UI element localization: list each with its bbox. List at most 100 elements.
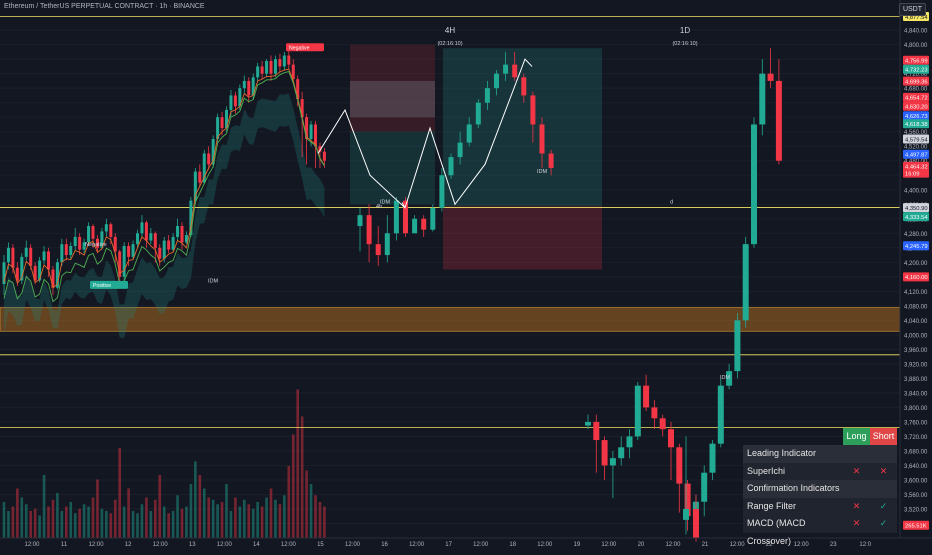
candle-body <box>24 247 28 257</box>
candle-body <box>626 436 633 448</box>
candle-body <box>2 262 6 285</box>
volume-bar <box>2 502 6 538</box>
candle-body <box>238 88 242 107</box>
time-tick-label: 12:00 <box>24 542 40 548</box>
annotation-label: d <box>670 199 673 205</box>
candle-body <box>82 242 86 250</box>
volume-bar <box>131 511 135 538</box>
candle-body <box>136 233 139 245</box>
price-tick-label: 4,040.00 <box>904 319 928 325</box>
ichimoku-cloud <box>4 93 325 339</box>
candle-body <box>20 256 24 281</box>
annotation-label: 4h <box>376 204 382 210</box>
candle-body <box>366 215 372 245</box>
volume-bar <box>220 502 224 538</box>
price-axis-badge-label: 4,626.73 <box>905 114 928 120</box>
candle-body <box>676 447 683 484</box>
candle-body <box>412 218 418 234</box>
price-tick-label: 4,120.00 <box>904 290 928 296</box>
price-axis-badge-label: 4,245.79 <box>905 244 928 250</box>
price-tick-label: 4,840.00 <box>904 29 928 35</box>
candle-body <box>305 117 309 139</box>
volume-bar <box>56 493 59 538</box>
candle-body <box>171 236 175 250</box>
candle-body <box>421 218 427 230</box>
projection-arrow <box>401 202 406 209</box>
price-axis-badge-label: 265.51K <box>905 524 927 530</box>
price-tick-label: 4,280.00 <box>904 232 928 238</box>
volume-bar <box>234 497 237 538</box>
volume-bar <box>260 506 264 538</box>
candle-body <box>91 226 95 239</box>
volume-bar <box>171 511 175 538</box>
candle-body <box>29 247 33 266</box>
volume-bar <box>274 499 277 538</box>
candle-body <box>153 233 157 248</box>
candle-body <box>767 73 774 81</box>
candle-body <box>684 483 691 517</box>
candle-body <box>278 59 282 67</box>
volume-bar <box>291 434 295 538</box>
volume-bar <box>100 508 104 538</box>
candle-body <box>322 151 326 161</box>
candle-body <box>530 95 536 125</box>
candle-body <box>709 443 716 473</box>
volume-bar <box>60 511 64 538</box>
time-tick-label: 16 <box>381 542 388 548</box>
volume-bar <box>149 511 153 538</box>
candle-body <box>211 138 215 165</box>
price-tick-label: 3,560.00 <box>904 493 928 499</box>
candle-body <box>216 117 220 139</box>
price-axis-badge <box>903 212 929 222</box>
volume-bar <box>202 488 206 538</box>
volume-bar <box>185 506 188 538</box>
short-status-icon: ✕ <box>879 465 888 476</box>
section-label: Confirmation Indicators <box>747 483 840 493</box>
panel-row-superichi: SuperIchi ✕ ✕ <box>743 462 897 480</box>
candle-body <box>193 171 197 201</box>
volume-bar <box>78 508 81 538</box>
panel-row-macd: MACD (MACD Crossover) ✕ ✓ <box>743 515 897 546</box>
time-tick-label: 13 <box>189 542 196 548</box>
currency-button[interactable]: USDT <box>898 3 926 16</box>
candle-body <box>273 59 277 74</box>
candle-body <box>104 224 108 232</box>
price-axis-badge <box>903 149 929 159</box>
time-tick-label: 23 <box>830 542 837 548</box>
volume-bar <box>16 488 19 538</box>
volume-bar <box>229 511 233 538</box>
long-column-header: Long <box>843 428 870 445</box>
price-axis-badge-label: 4,497.87 <box>905 153 928 159</box>
price-axis-badge-label: 4,654.72 <box>905 96 928 102</box>
price-axis-badge <box>903 520 929 530</box>
volume-bar <box>305 470 308 538</box>
candle-body <box>448 157 454 176</box>
price-tick-label: 3,760.00 <box>904 420 928 426</box>
candle-body <box>118 251 122 277</box>
price-axis-badge-label: 4,464.32 <box>905 165 928 171</box>
panel-section-confirmation: Confirmation Indicators <box>743 480 897 498</box>
candle-body <box>466 124 472 143</box>
panel-row-range-filter: Range Filter ✕ ✓ <box>743 497 897 515</box>
candle-body <box>269 60 273 74</box>
long-position-risk-box <box>443 206 602 270</box>
volume-bar <box>211 499 215 538</box>
volume-bar <box>225 484 228 538</box>
volume-bar <box>82 504 86 538</box>
candle-body <box>158 247 162 259</box>
short-position-risk-box <box>350 44 435 132</box>
candle-body <box>265 60 269 74</box>
price-axis-badge <box>903 55 929 65</box>
time-tick-label: 12:00 <box>217 542 233 548</box>
volume-bar <box>7 511 10 538</box>
short-position-target-box <box>350 131 435 205</box>
volume-bar <box>65 506 68 538</box>
candle-body <box>484 88 490 103</box>
price-axis-badge-label: 4,350.90 <box>905 206 928 212</box>
price-axis-badge <box>903 111 929 121</box>
annotation-label: Negative <box>289 45 310 51</box>
candle-body <box>225 109 228 129</box>
price-tick-label: 3,600.00 <box>904 478 928 484</box>
candle-body <box>717 385 724 444</box>
